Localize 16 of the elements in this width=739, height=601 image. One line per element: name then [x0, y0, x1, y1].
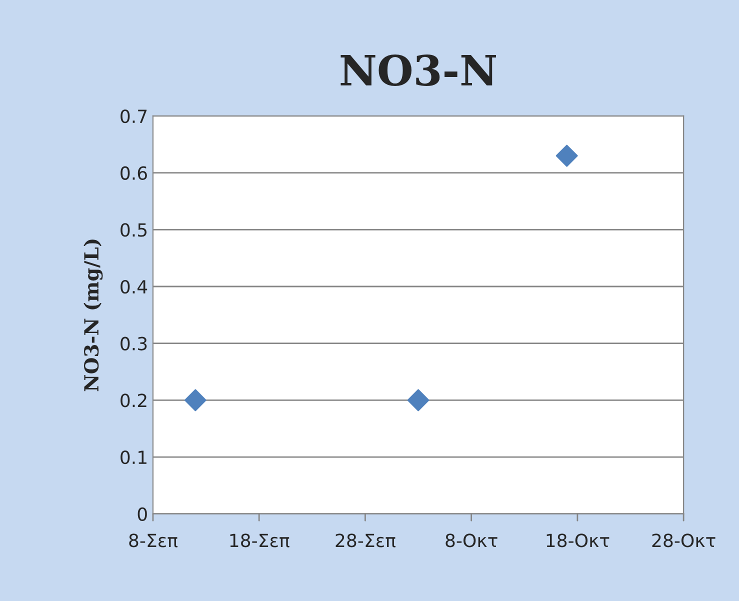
chart-title: NO3-N [340, 54, 496, 86]
y-tick-label: 0.5 [120, 223, 147, 237]
y-tick-label: 0.4 [120, 280, 148, 294]
x-tick-label: 28-Οκτ [652, 534, 716, 548]
x-tick-label: 8-Οκτ [446, 534, 498, 548]
y-tick-label: 0.6 [120, 166, 147, 180]
x-tick-label: 8-Σεπ [129, 534, 178, 548]
x-tick-label: 28-Σεπ [336, 534, 396, 548]
y-tick-label: 0.3 [120, 336, 147, 350]
y-tick-label: 0 [138, 507, 147, 521]
y-tick-label: 0.7 [120, 109, 147, 124]
x-tick-label: 18-Οκτ [546, 534, 610, 548]
y-tick-label: 0.2 [120, 394, 146, 408]
y-tick-label: 0.1 [120, 450, 146, 464]
y-axis-title: NO3-N (mg/L) [84, 240, 103, 392]
x-tick-label: 18-Σεπ [230, 534, 290, 548]
